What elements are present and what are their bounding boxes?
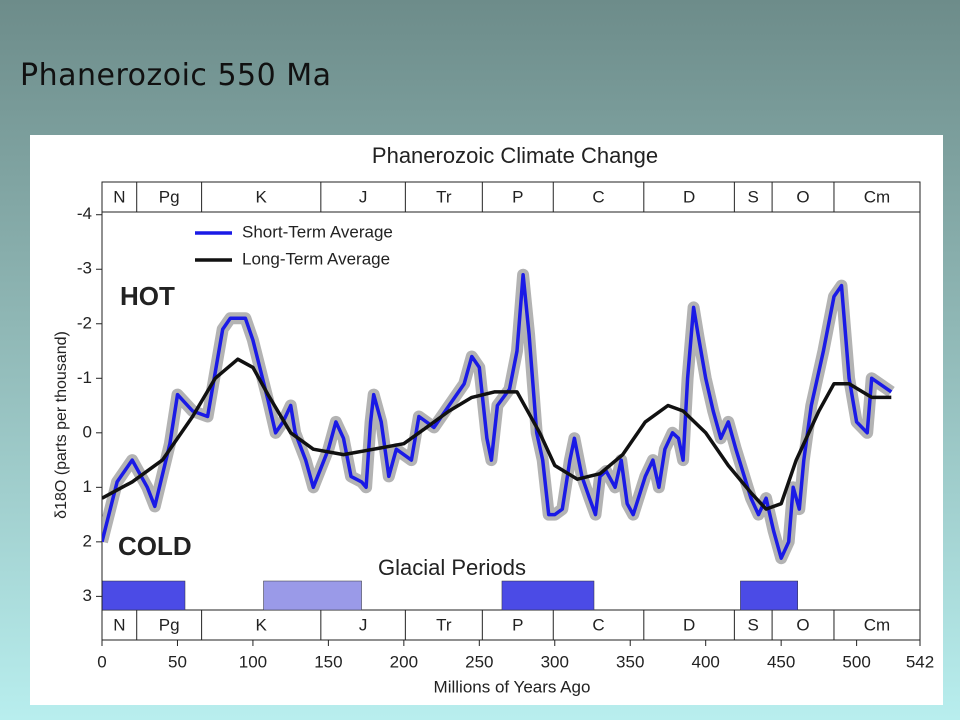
period-label: Tr — [436, 615, 452, 634]
period-label: J — [359, 187, 368, 206]
x-axis-label: Millions of Years Ago — [434, 677, 591, 696]
period-label: P — [512, 615, 523, 634]
glacial-period — [101, 580, 186, 611]
period-label: J — [359, 615, 368, 634]
slide-title: Phanerozoic 550 Ma — [20, 58, 332, 93]
annotation: HOT — [120, 281, 175, 311]
period-label: O — [796, 187, 809, 206]
x-tick-label: 250 — [465, 652, 493, 671]
y-tick-label: -3 — [77, 259, 92, 278]
period-label: K — [256, 187, 268, 206]
period-label: C — [592, 187, 604, 206]
y-tick-label: -2 — [77, 313, 92, 332]
legend-label: Short-Term Average — [242, 222, 393, 241]
y-tick-label: -4 — [77, 204, 92, 223]
period-label: Tr — [436, 187, 452, 206]
annotation: Glacial Periods — [378, 555, 526, 580]
period-label: N — [113, 187, 125, 206]
period-label: Cm — [864, 615, 890, 634]
x-tick-label: 300 — [541, 652, 569, 671]
period-label: K — [256, 615, 268, 634]
y-tick-label: 3 — [83, 586, 92, 605]
x-tick-label: 0 — [97, 652, 106, 671]
y-axis-label: δ18O (parts per thousand) — [53, 331, 70, 519]
x-tick-label: 500 — [842, 652, 870, 671]
period-label: O — [796, 615, 809, 634]
glacial-period — [740, 580, 799, 611]
period-label: S — [748, 615, 759, 634]
x-tick-label: 350 — [616, 652, 644, 671]
period-label: S — [748, 187, 759, 206]
period-label: Cm — [864, 187, 890, 206]
glacial-period — [501, 580, 595, 611]
x-tick-label: 50 — [168, 652, 187, 671]
series-line — [102, 357, 892, 511]
y-tick-label: 0 — [83, 422, 92, 441]
period-band — [101, 181, 921, 213]
period-band — [101, 609, 921, 641]
x-tick-label: 150 — [314, 652, 342, 671]
period-label: P — [512, 187, 523, 206]
period-label: C — [592, 615, 604, 634]
y-tick-label: -1 — [77, 368, 92, 387]
legend-label: Long-Term Average — [242, 249, 390, 268]
period-label: D — [683, 187, 695, 206]
chart-title: Phanerozoic Climate Change — [372, 143, 658, 168]
x-tick-label: 400 — [692, 652, 720, 671]
x-tick-label: 100 — [239, 652, 267, 671]
period-label: Pg — [159, 187, 180, 206]
period-label: D — [683, 615, 695, 634]
annotation: COLD — [118, 531, 192, 561]
period-label: N — [113, 615, 125, 634]
period-label: Pg — [159, 615, 180, 634]
glacial-period — [263, 580, 362, 611]
x-tick-label: 200 — [390, 652, 418, 671]
y-tick-label: 2 — [83, 531, 92, 550]
y-tick-label: 1 — [83, 477, 92, 496]
x-tick-label: 450 — [767, 652, 795, 671]
x-tick-label: 542 — [906, 652, 934, 671]
